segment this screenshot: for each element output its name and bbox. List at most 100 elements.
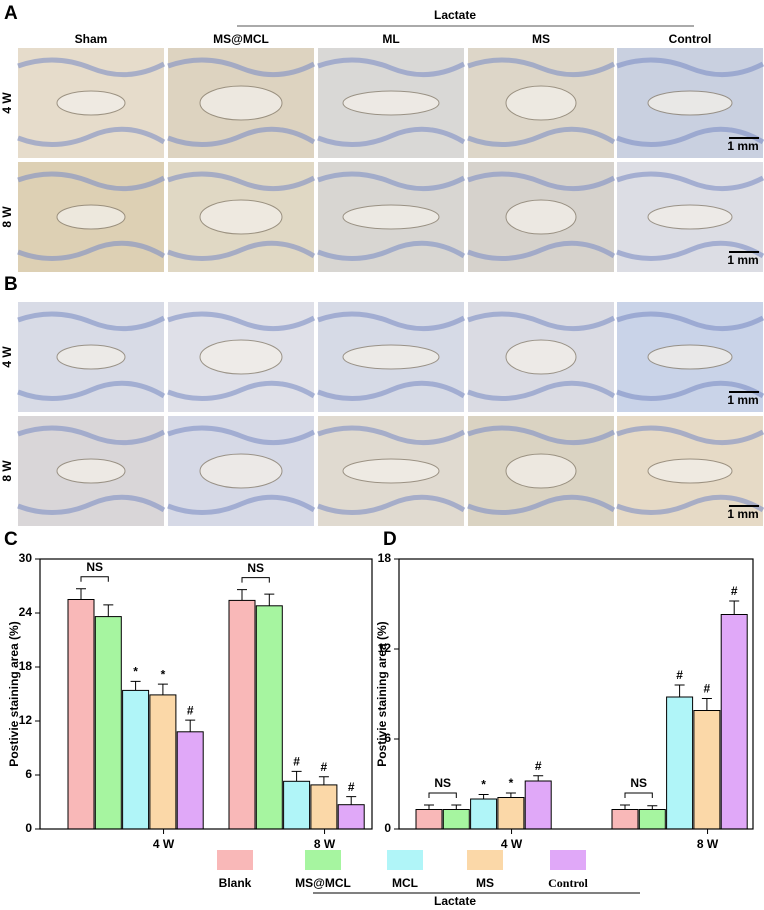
error-bar (157, 683, 168, 695)
bar (638, 809, 666, 830)
scale-bar-label: 1 mm (727, 139, 758, 153)
bar (149, 694, 177, 830)
bar (337, 804, 365, 830)
significance-mark: # (676, 668, 683, 682)
y-tick-label: 12 (378, 641, 392, 655)
micrograph (467, 416, 616, 526)
error-bar (424, 804, 434, 810)
significance-mark: # (187, 703, 194, 717)
endplate (317, 126, 466, 148)
endplate (167, 126, 316, 148)
bar (310, 784, 338, 830)
endplate (467, 425, 616, 446)
significance-mark: # (321, 760, 328, 774)
panel-label: B (4, 274, 18, 295)
endplate (17, 380, 166, 402)
bracket (241, 577, 270, 583)
disc (199, 199, 283, 235)
disc (199, 85, 283, 121)
disc (505, 199, 577, 235)
error-bar (647, 805, 658, 810)
x-tick-label: 4 W (153, 837, 175, 851)
endplate (317, 380, 466, 402)
endplate (616, 57, 764, 78)
y-tick-label: 30 (19, 551, 33, 565)
bracket-label: NS (86, 560, 103, 574)
endplate (467, 380, 616, 402)
endplate (17, 311, 166, 332)
error-bar (451, 804, 462, 810)
error-bar (505, 792, 516, 798)
error-bar (76, 588, 86, 600)
bracket-label: NS (630, 776, 647, 790)
bar (283, 780, 311, 830)
bar (611, 809, 639, 830)
micrograph (167, 302, 316, 412)
micrograph (467, 48, 616, 158)
disc (56, 344, 126, 370)
disc (647, 90, 733, 116)
bar (442, 809, 470, 830)
endplate (17, 494, 166, 516)
endplate (467, 57, 616, 78)
error-bar (185, 719, 196, 732)
y-tick-label: 6 (384, 731, 391, 745)
significance-mark: # (348, 780, 355, 794)
error-bar (103, 604, 114, 617)
endplate (467, 171, 616, 192)
bar (255, 605, 283, 830)
bracket-label: NS (434, 776, 451, 790)
endplate (616, 171, 764, 192)
endplate (616, 240, 764, 262)
micrograph (317, 416, 466, 526)
bar (176, 731, 204, 830)
bracket (428, 792, 457, 798)
bar (720, 614, 748, 830)
error-bar (346, 796, 357, 805)
micrograph (467, 302, 616, 412)
legend-swatch (467, 850, 503, 870)
endplate (317, 425, 466, 446)
bar (497, 797, 525, 830)
endplate (167, 494, 316, 516)
plot-frame (39, 558, 373, 830)
endplate (616, 311, 764, 332)
endplate (167, 57, 316, 78)
micrograph (17, 302, 166, 412)
y-tick-label: 18 (378, 551, 392, 565)
error-bar (130, 680, 141, 691)
micrograph (317, 302, 466, 412)
legend-swatch (387, 850, 423, 870)
micrograph (616, 48, 764, 158)
row-label: 4 W (0, 92, 14, 114)
micrograph (17, 48, 166, 158)
y-axis-label: Postivie staining area (%) (7, 621, 21, 766)
y-tick-label: 0 (384, 821, 391, 835)
micrograph (17, 162, 166, 272)
micrograph (17, 416, 166, 526)
endplate (17, 171, 166, 192)
panel-label: C (4, 529, 18, 550)
micrograph (616, 162, 764, 272)
significance-mark: * (481, 778, 486, 792)
endplate (616, 380, 764, 402)
y-tick-label: 24 (19, 605, 33, 619)
endplate (17, 57, 166, 78)
disc (647, 204, 733, 230)
y-axis-label: Postivie staining area (%) (375, 621, 389, 766)
disc (342, 204, 440, 230)
legend-swatch (305, 850, 341, 870)
scale-bar-label: 1 mm (727, 507, 758, 521)
legend-swatch (550, 850, 586, 870)
error-bar (237, 589, 247, 601)
column-header: Sham (75, 32, 108, 46)
error-bar (291, 770, 302, 782)
endplate (467, 126, 616, 148)
column-header: MS@MCL (213, 32, 269, 46)
row-label: 8 W (0, 460, 14, 482)
legend-label: Control (548, 876, 588, 890)
endplate (317, 494, 466, 516)
y-tick-label: 6 (25, 767, 32, 781)
bar (228, 599, 256, 830)
